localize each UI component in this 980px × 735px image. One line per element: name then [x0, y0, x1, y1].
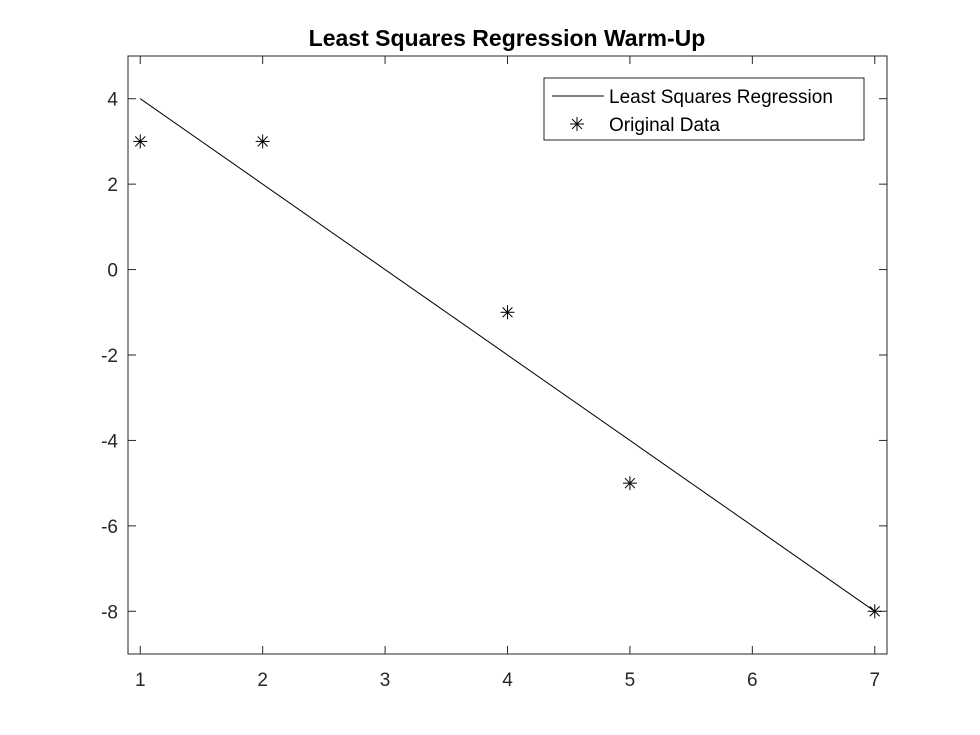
legend: Least Squares Regression Original Data	[543, 77, 865, 141]
axes: 1 2 3 4 5 6 7 -8 -6 -4 -2 0 2 4	[101, 55, 888, 691]
x-tick-label: 5	[625, 670, 636, 691]
x-tick-label: 6	[747, 670, 758, 691]
series-layer	[133, 98, 882, 619]
legend-asterisk	[570, 117, 584, 131]
data-point	[500, 305, 515, 320]
chart-title: Least Squares Regression Warm-Up	[309, 25, 706, 51]
legend-label-data: Original Data	[609, 115, 720, 136]
x-tick-label: 1	[135, 670, 146, 691]
y-tick-label: -2	[101, 346, 118, 367]
x-tick-label: 3	[380, 670, 391, 691]
y-axis: -8 -6 -4 -2 0 2 4	[101, 90, 887, 623]
y-tick-label: -6	[101, 517, 118, 538]
data-point	[867, 604, 882, 619]
y-tick-label: -8	[101, 602, 118, 623]
legend-box	[543, 77, 865, 141]
y-tick-label: 2	[107, 175, 118, 196]
legend-marker-asterisk	[570, 117, 584, 131]
data-point	[622, 476, 637, 491]
y-tick-label: 0	[107, 261, 118, 282]
legend-label-regression: Least Squares Regression	[609, 87, 833, 108]
x-axis: 1 2 3 4 5 6 7	[135, 56, 880, 691]
data-point	[255, 134, 270, 149]
y-tick-label: 4	[107, 90, 118, 111]
y-tick-label: -4	[101, 431, 118, 452]
regression-line	[139, 98, 876, 612]
x-tick-label: 2	[257, 670, 268, 691]
x-tick-label: 4	[502, 670, 513, 691]
data-point	[133, 134, 148, 149]
x-tick-label: 7	[869, 670, 880, 691]
